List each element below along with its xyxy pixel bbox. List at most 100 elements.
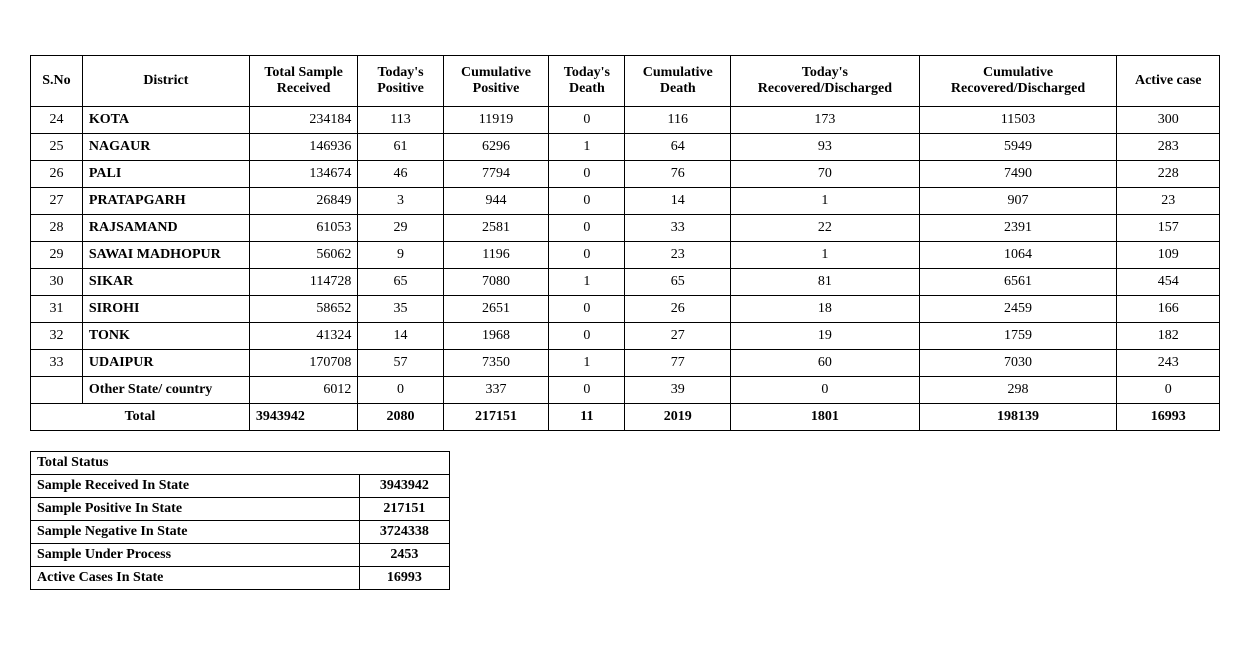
cell-todays-positive: 65: [358, 269, 443, 296]
cell-sample: 56062: [249, 242, 358, 269]
cell-district: KOTA: [82, 107, 249, 134]
other-state-row: Other State/ country6012033703902980: [31, 377, 1220, 404]
cell-cumulative-positive: 1196: [443, 242, 549, 269]
cell-todays-recovered: 22: [731, 215, 920, 242]
cell-total-label: Total: [31, 404, 250, 431]
cell-todays-death: 1: [549, 350, 625, 377]
cell-district: RAJSAMAND: [82, 215, 249, 242]
cell-cumulative-positive: 337: [443, 377, 549, 404]
cell-sample: 58652: [249, 296, 358, 323]
cell-total-tdeath: 11: [549, 404, 625, 431]
cell-active-case: 0: [1117, 377, 1220, 404]
cell-cumulative-recovered: 7490: [919, 161, 1117, 188]
cell-active-case: 166: [1117, 296, 1220, 323]
header-todays-positive: Today's Positive: [358, 56, 443, 107]
status-value: 3943942: [359, 475, 449, 498]
status-label: Sample Under Process: [31, 544, 360, 567]
cell-cumulative-recovered: 2459: [919, 296, 1117, 323]
cell-active-case: 283: [1117, 134, 1220, 161]
cell-district: PRATAPGARH: [82, 188, 249, 215]
cell-todays-recovered: 18: [731, 296, 920, 323]
header-sno: S.No: [31, 56, 83, 107]
cell-cumulative-positive: 1968: [443, 323, 549, 350]
cell-total-active: 16993: [1117, 404, 1220, 431]
cell-cumulative-death: 39: [625, 377, 731, 404]
cell-sample: 41324: [249, 323, 358, 350]
cell-sno: 33: [31, 350, 83, 377]
cell-cumulative-death: 116: [625, 107, 731, 134]
cell-todays-death: 0: [549, 188, 625, 215]
district-data-table: S.No District Total Sample Received Toda…: [30, 55, 1220, 431]
cell-district: NAGAUR: [82, 134, 249, 161]
cell-cumulative-positive: 2581: [443, 215, 549, 242]
status-row: Sample Positive In State217151: [31, 498, 450, 521]
status-row: Sample Under Process2453: [31, 544, 450, 567]
header-cumulative-positive: Cumulative Positive: [443, 56, 549, 107]
total-row: Total39439422080217151112019180119813916…: [31, 404, 1220, 431]
cell-cumulative-death: 33: [625, 215, 731, 242]
cell-cumulative-positive: 7350: [443, 350, 549, 377]
cell-todays-death: 0: [549, 377, 625, 404]
status-value: 16993: [359, 567, 449, 590]
table-row: 27PRATAPGARH268493944014190723: [31, 188, 1220, 215]
header-cumulative-recovered: Cumulative Recovered/Discharged: [919, 56, 1117, 107]
cell-sample: 134674: [249, 161, 358, 188]
cell-cumulative-recovered: 1064: [919, 242, 1117, 269]
cell-cumulative-recovered: 11503: [919, 107, 1117, 134]
status-label: Active Cases In State: [31, 567, 360, 590]
cell-total-crd: 198139: [919, 404, 1117, 431]
cell-active-case: 23: [1117, 188, 1220, 215]
cell-todays-positive: 9: [358, 242, 443, 269]
cell-todays-death: 1: [549, 269, 625, 296]
status-row: Active Cases In State16993: [31, 567, 450, 590]
cell-cumulative-recovered: 7030: [919, 350, 1117, 377]
status-row: Sample Negative In State3724338: [31, 521, 450, 544]
cell-district: UDAIPUR: [82, 350, 249, 377]
cell-cumulative-positive: 6296: [443, 134, 549, 161]
cell-todays-death: 0: [549, 323, 625, 350]
cell-todays-recovered: 81: [731, 269, 920, 296]
header-todays-death: Today's Death: [549, 56, 625, 107]
table-row: 33UDAIPUR170708577350177607030243: [31, 350, 1220, 377]
cell-district: PALI: [82, 161, 249, 188]
table-header-row: S.No District Total Sample Received Toda…: [31, 56, 1220, 107]
table-row: 31SIROHI58652352651026182459166: [31, 296, 1220, 323]
cell-todays-positive: 57: [358, 350, 443, 377]
status-title: Total Status: [31, 452, 450, 475]
cell-total-cdeath: 2019: [625, 404, 731, 431]
cell-todays-positive: 113: [358, 107, 443, 134]
cell-todays-positive: 61: [358, 134, 443, 161]
cell-todays-death: 0: [549, 107, 625, 134]
cell-active-case: 228: [1117, 161, 1220, 188]
status-row: Sample Received In State3943942: [31, 475, 450, 498]
cell-total-sample: 3943942: [249, 404, 358, 431]
cell-cumulative-recovered: 2391: [919, 215, 1117, 242]
cell-cumulative-death: 23: [625, 242, 731, 269]
cell-sno: 32: [31, 323, 83, 350]
table-row: 30SIKAR114728657080165816561454: [31, 269, 1220, 296]
cell-total-cpos: 217151: [443, 404, 549, 431]
cell-sample: 146936: [249, 134, 358, 161]
cell-sno: 26: [31, 161, 83, 188]
cell-sno: 30: [31, 269, 83, 296]
cell-cumulative-recovered: 907: [919, 188, 1117, 215]
cell-todays-recovered: 173: [731, 107, 920, 134]
header-cumulative-death: Cumulative Death: [625, 56, 731, 107]
cell-todays-death: 0: [549, 161, 625, 188]
cell-sno-empty: [31, 377, 83, 404]
table-row: 29SAWAI MADHOPUR560629119602311064109: [31, 242, 1220, 269]
cell-cumulative-death: 64: [625, 134, 731, 161]
cell-active-case: 300: [1117, 107, 1220, 134]
cell-cumulative-recovered: 6561: [919, 269, 1117, 296]
table-row: 32TONK41324141968027191759182: [31, 323, 1220, 350]
cell-todays-recovered: 60: [731, 350, 920, 377]
cell-todays-positive: 29: [358, 215, 443, 242]
cell-todays-death: 0: [549, 296, 625, 323]
cell-cumulative-recovered: 298: [919, 377, 1117, 404]
header-sample: Total Sample Received: [249, 56, 358, 107]
cell-todays-death: 0: [549, 242, 625, 269]
status-label: Sample Positive In State: [31, 498, 360, 521]
cell-todays-recovered: 0: [731, 377, 920, 404]
cell-total-tpos: 2080: [358, 404, 443, 431]
cell-cumulative-positive: 2651: [443, 296, 549, 323]
